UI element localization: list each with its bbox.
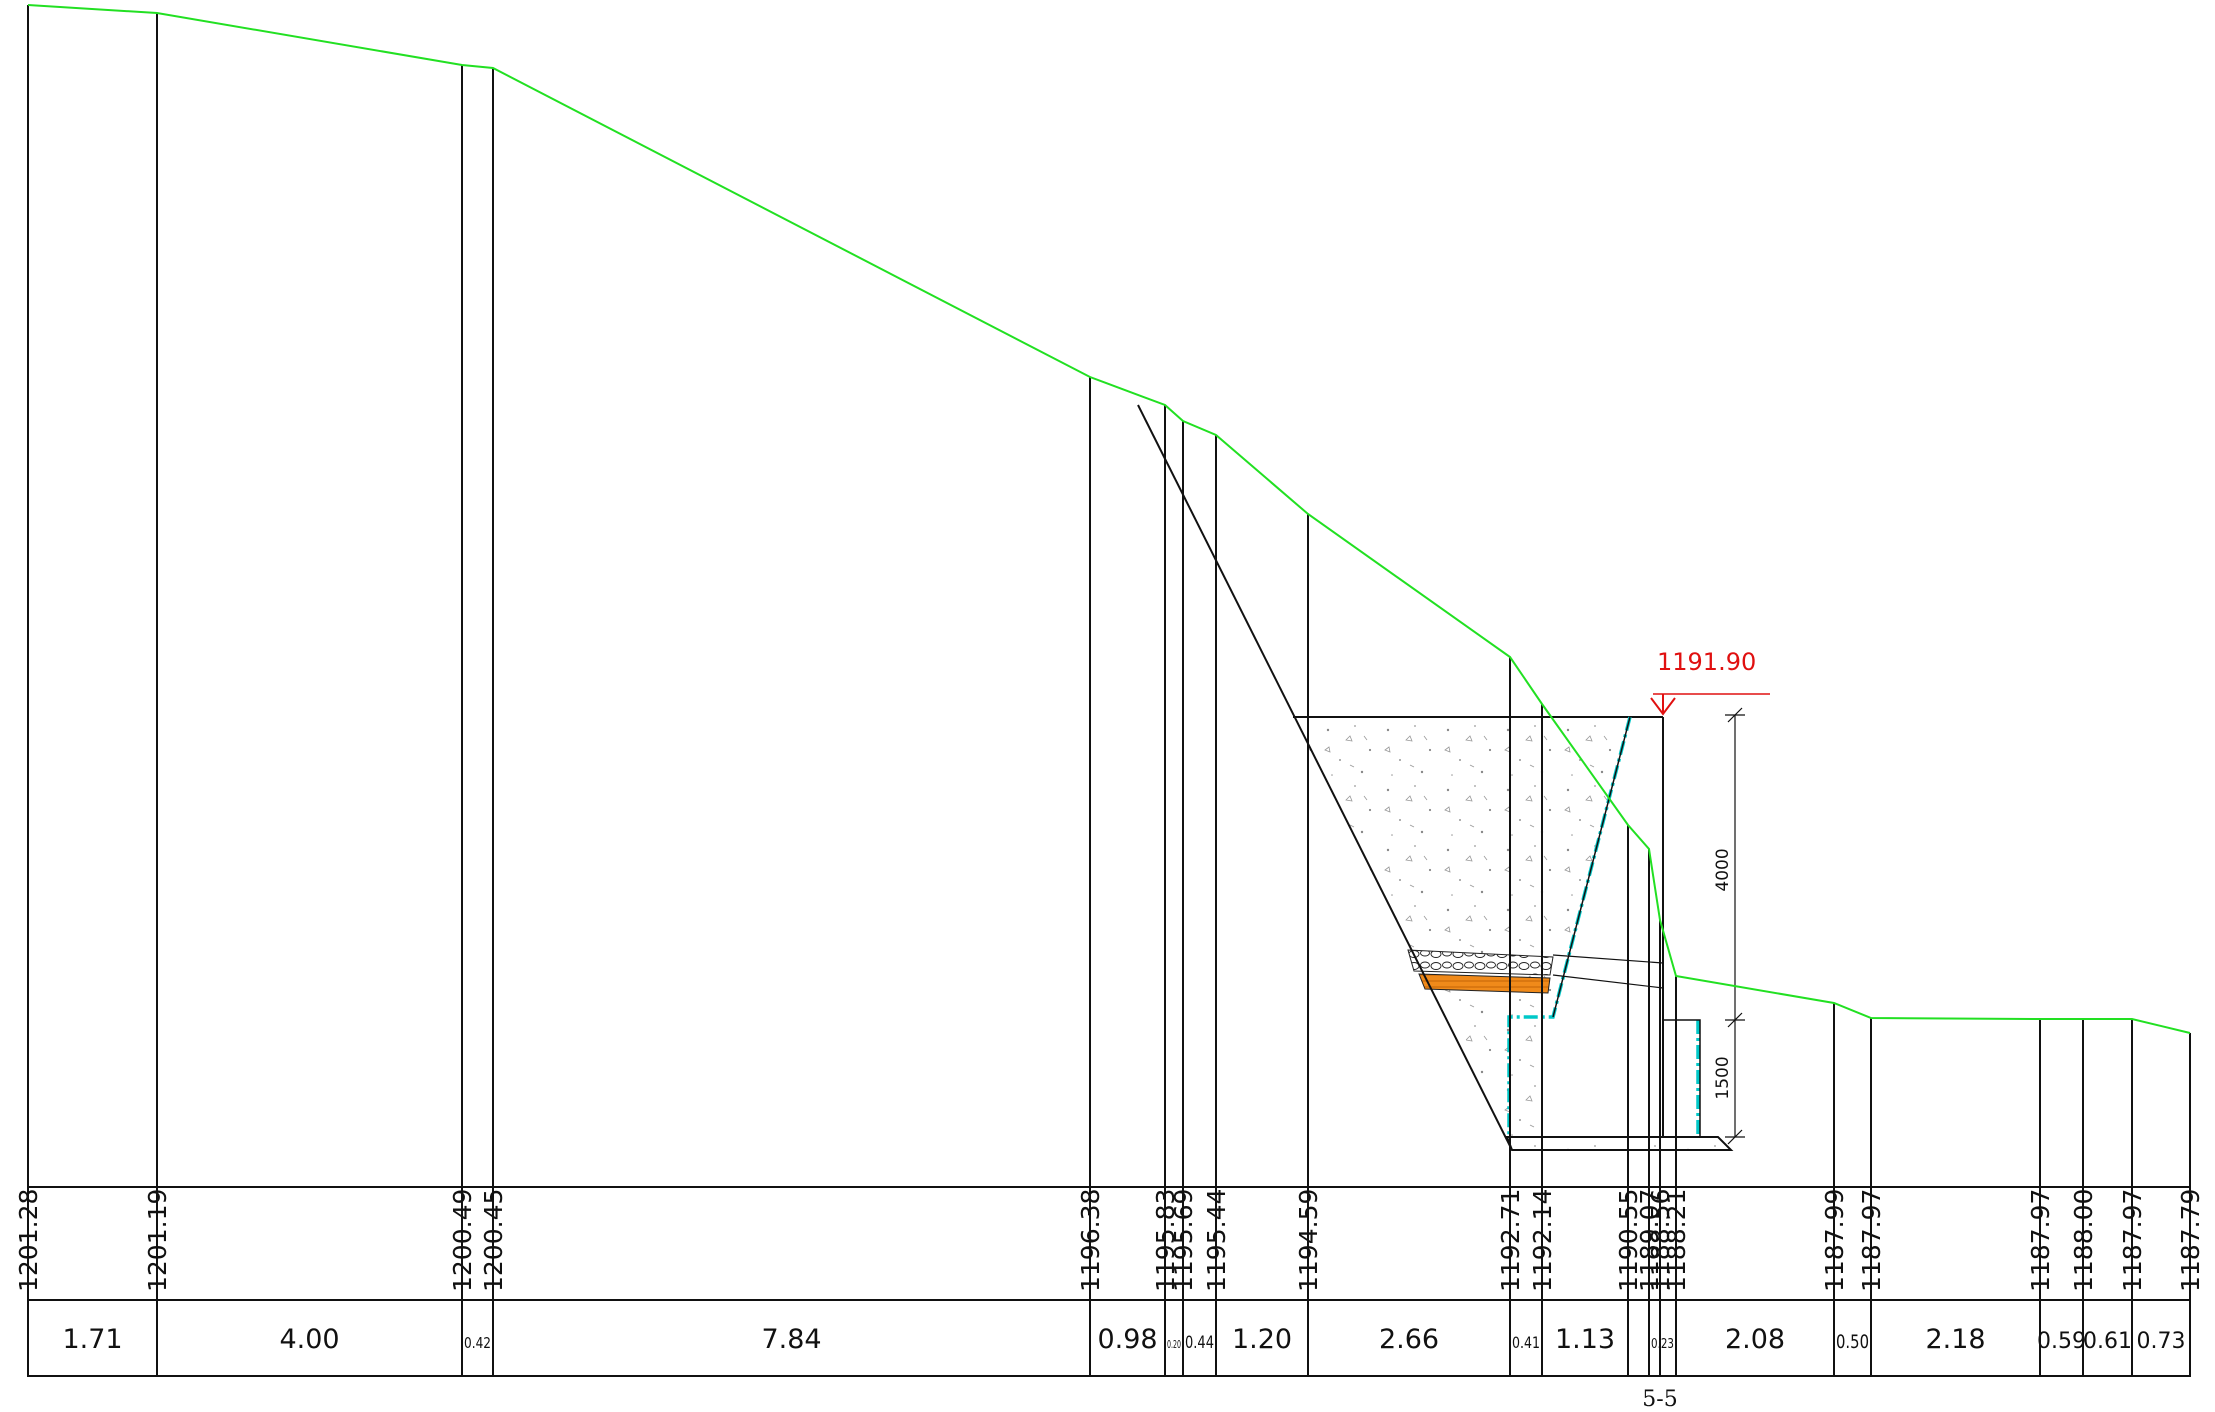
retaining-structure xyxy=(1137,404,1734,1151)
base-slab xyxy=(1505,1136,1734,1151)
concrete-fill xyxy=(1293,717,1630,1137)
elevation-label: 1194.59 xyxy=(1294,1189,1323,1292)
distance-cell-label: 0.59 xyxy=(2037,1329,2086,1354)
elevation-label: 1201.28 xyxy=(14,1189,43,1292)
section-title: 5-5 xyxy=(1642,1387,1677,1412)
elevation-label: 1195.69 xyxy=(1169,1189,1198,1292)
distance-cell-label: 2.08 xyxy=(1725,1324,1785,1355)
distance-cell-label: 0.42 xyxy=(464,1334,491,1352)
elevation-label: 1192.71 xyxy=(1496,1189,1525,1292)
elevation-label: 1187.99 xyxy=(1820,1189,1849,1292)
dimension-upper-label: 4000 xyxy=(1713,848,1733,891)
elevation-label: 1188.00 xyxy=(2069,1189,2098,1292)
distance-cell-label: 0.23 xyxy=(1651,1336,1674,1352)
distance-cell-label: 1.20 xyxy=(1232,1324,1292,1355)
distance-table xyxy=(27,1299,2191,1377)
dimension-lower-label: 1500 xyxy=(1713,1056,1733,1099)
ground-profile-line xyxy=(27,4,2191,1034)
elevation-label: 1187.79 xyxy=(2176,1189,2205,1292)
distance-cell-label: 1.71 xyxy=(62,1324,122,1355)
drain-pipe-line-2 xyxy=(1552,974,1664,989)
elevation-label: 1201.19 xyxy=(143,1189,172,1292)
distance-cell-label: 0.20 xyxy=(1167,1338,1181,1351)
elevation-label: 1195.44 xyxy=(1202,1189,1231,1292)
elevation-label: 1192.14 xyxy=(1528,1189,1557,1292)
elevation-label: 1196.38 xyxy=(1076,1189,1105,1292)
distance-cell-label: 2.66 xyxy=(1379,1324,1439,1355)
drain-pipe-line xyxy=(1552,954,1664,964)
inner-wall-line xyxy=(1663,1019,1701,1137)
distance-cell-label: 0.50 xyxy=(1836,1332,1869,1353)
dimension-group: 4000 1500 xyxy=(1713,707,1745,1145)
elevation-label: 1195.83 xyxy=(1151,1189,1180,1292)
elevation-label: 1187.97 xyxy=(1857,1189,1886,1292)
distance-cell-label: 4.00 xyxy=(279,1324,339,1355)
elevation-label: 1187.97 xyxy=(2118,1189,2147,1292)
elevation-label: 1188.21 xyxy=(1662,1189,1691,1292)
distance-cell-label: 0.44 xyxy=(1185,1333,1214,1352)
elevation-label: 1189.07 xyxy=(1635,1189,1664,1292)
distance-cell-label: 2.18 xyxy=(1925,1324,1985,1355)
distance-cell-label: 0.98 xyxy=(1097,1324,1157,1355)
elevation-labels: 1201.28 1201.19 1200.49 1200.45 1196.38 1195.… xyxy=(14,1189,2205,1292)
distance-cell-label: 0.73 xyxy=(2137,1329,2186,1354)
distance-cell-label: 0.41 xyxy=(1512,1333,1540,1352)
elevation-label: 1187.97 xyxy=(2026,1189,2055,1292)
design-elevation-marker: 1191.90 xyxy=(1650,648,1770,716)
excavation-line xyxy=(1137,404,1513,1151)
design-elevation-label: 1191.90 xyxy=(1657,648,1756,676)
station-lines xyxy=(27,5,2191,1376)
wall-face-line xyxy=(1552,716,1631,1018)
elevation-label: 1188.56 xyxy=(1646,1189,1675,1292)
elevation-label: 1190.55 xyxy=(1614,1189,1643,1292)
distance-cell-label: 7.84 xyxy=(761,1324,821,1355)
elevation-label: 1200.49 xyxy=(448,1189,477,1292)
distance-cells: 1.71 4.00 0.42 7.84 0.98 0.20 0.44 1.20 2.66 0.41… xyxy=(62,1324,2185,1355)
gravel-layer xyxy=(1407,949,1554,976)
distance-cell-label: 0.61 xyxy=(2083,1329,2132,1354)
distance-cell-label: 1.13 xyxy=(1555,1324,1615,1355)
filter-layer xyxy=(1418,973,1551,994)
elevation-label: 1200.45 xyxy=(479,1189,508,1292)
